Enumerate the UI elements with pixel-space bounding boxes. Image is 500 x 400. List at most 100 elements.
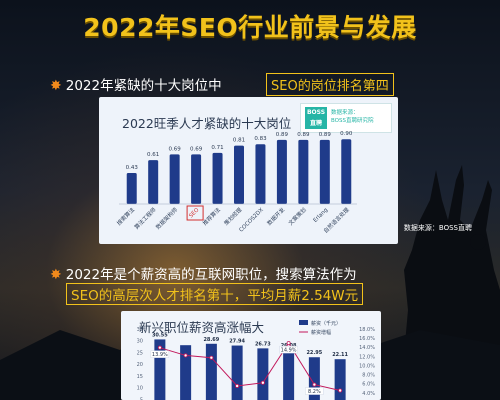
page-title: 2022年SEO行业前景与发展	[83, 13, 417, 42]
category-label: 数据架构师	[154, 205, 179, 230]
y-tick: 20	[137, 362, 143, 368]
y2-tick: 18.0%	[359, 327, 375, 333]
chart2-svg: 3530252015105018.0%16.0%14.0%12.0%10.0%8…	[137, 320, 375, 400]
value-label: 0.89	[297, 132, 310, 138]
star-icon: ✸	[50, 78, 62, 94]
value-label: 0.69	[169, 146, 182, 152]
growth-label: 14.9%	[281, 348, 297, 354]
bar-搜索算法	[126, 173, 137, 204]
y-tick: 10	[137, 386, 143, 392]
salary-label: 27.94	[229, 339, 245, 345]
star-icon-2: ✸	[50, 267, 62, 283]
boss-logo: BOSS直聘	[305, 107, 327, 129]
section1-tag: SEO的岗位排名第四	[266, 73, 394, 96]
salary-label: 22.11	[332, 352, 348, 358]
bar-salary	[154, 339, 166, 400]
chart2-title: 新兴职位薪资高涨幅大	[139, 320, 265, 335]
value-label: 0.61	[147, 152, 159, 158]
value-label: 0.43	[126, 165, 139, 171]
boss-badge-text: 数据来源： BOSS直聘研究院	[331, 109, 374, 125]
growth-point	[209, 355, 214, 360]
y2-tick: 6.0%	[362, 382, 375, 388]
bar-数据开发	[276, 139, 287, 204]
growth-label: 8.2%	[308, 389, 321, 395]
y2-tick: 8.0%	[362, 373, 375, 379]
boss-badge-line2: BOSS直聘研究院	[331, 118, 374, 124]
bar-文案策划	[298, 139, 309, 204]
category-label: 搜索算法	[115, 205, 137, 227]
chart-card-2: 新兴职位薪资高涨幅大 3530252015105018.0%16.0%14.0%…	[121, 311, 381, 400]
legend-bar-label: 薪资（千元）	[311, 320, 341, 327]
value-label: 0.83	[254, 136, 267, 142]
bar-salary	[205, 343, 217, 400]
section2-line1-text: 2022年是个薪资高的互联网职位，搜索算法作为	[65, 267, 357, 283]
growth-point	[312, 382, 317, 387]
boss-badge: BOSS直聘 数据来源： BOSS直聘研究院	[300, 103, 392, 133]
y-tick: 25	[137, 350, 143, 356]
bar-salary	[180, 345, 192, 400]
bar-算法工程师	[148, 160, 159, 204]
bar-salary	[334, 359, 346, 400]
value-label: 0.90	[340, 131, 353, 137]
section1-heading: ✸ 2022年紧缺的十大岗位中	[50, 74, 222, 94]
bar-自然语言处理	[341, 139, 352, 204]
growth-label-bg	[150, 350, 170, 358]
growth-point	[286, 341, 291, 346]
section1-heading-text: 2022年紧缺的十大岗位中	[65, 78, 222, 94]
chart-card-1: 2022旺季人才紧缺的十大岗位 BOSS直聘 数据来源： BOSS直聘研究院 0…	[99, 97, 398, 244]
value-label: 0.89	[319, 132, 332, 138]
y2-tick: 12.0%	[359, 354, 375, 360]
section2-line1: ✸ 2022年是个薪资高的互联网职位，搜索算法作为	[50, 263, 357, 283]
bar-salary	[231, 345, 243, 400]
salary-label: 22.95	[306, 350, 322, 356]
growth-point	[338, 388, 343, 393]
value-label: 0.81	[233, 138, 245, 144]
growth-line	[159, 342, 341, 391]
value-label: 0.89	[276, 132, 289, 138]
highlight-box	[186, 205, 204, 221]
bar-COCOS2DX	[255, 144, 266, 204]
bar-数据架构师	[169, 154, 180, 204]
bar-Erlang	[319, 139, 330, 204]
salary-label: 26.73	[255, 341, 271, 347]
y-tick: 15	[137, 374, 143, 380]
legend-line-label: 薪资增幅	[311, 329, 331, 336]
category-label: 推荐算法	[201, 205, 223, 227]
bar-salary	[308, 357, 320, 400]
section2-line2-text: SEO的高层次人才排名第十，平均月薪2.54W元	[71, 288, 359, 304]
source-note: 数据来源：BOSS直聘	[403, 224, 472, 232]
bar-salary	[283, 349, 295, 400]
category-label: Erlang	[313, 207, 330, 224]
y-tick: 5	[140, 397, 143, 400]
y2-tick: 16.0%	[359, 336, 375, 342]
growth-point	[157, 345, 162, 350]
salary-label: 28.69	[203, 337, 219, 343]
boss-badge-line1: 数据来源：	[331, 110, 359, 116]
bar-SEO	[191, 154, 202, 204]
category-label: 数据开发	[265, 205, 287, 227]
chart1-title: 2022旺季人才紧缺的十大岗位	[122, 116, 292, 131]
category-label: SEO	[188, 207, 201, 220]
chart1-svg: 0.43 搜索算法 0.61 算法工程师 0.69 数据架构师 0.69 SEO 0.71 推荐算…	[115, 131, 357, 235]
growth-label-bg	[279, 345, 298, 354]
bar-推荐算法	[212, 152, 223, 204]
salary-label: 30.55	[152, 332, 168, 338]
growth-label-bg	[305, 387, 324, 395]
category-label: 算法工程师	[132, 205, 157, 230]
section2-line2: SEO的高层次人才排名第十，平均月薪2.54W元	[66, 283, 364, 305]
y-tick: 30	[137, 339, 143, 345]
growth-label: 13.9%	[152, 352, 168, 358]
bar-策划经理	[234, 145, 244, 204]
growth-point	[235, 383, 240, 388]
y-tick: 35	[137, 327, 143, 333]
growth-point	[260, 380, 265, 385]
value-label: 0.69	[190, 146, 203, 152]
bar-salary	[257, 348, 269, 400]
salary-label: 26.08	[281, 343, 297, 349]
value-label: 0.71	[211, 145, 223, 151]
legend-bar-swatch	[299, 320, 308, 325]
y2-tick: 4.0%	[362, 391, 375, 397]
category-label: 文案策划	[287, 206, 308, 227]
y2-tick: 14.0%	[359, 345, 375, 351]
y2-tick: 10.0%	[359, 363, 375, 369]
